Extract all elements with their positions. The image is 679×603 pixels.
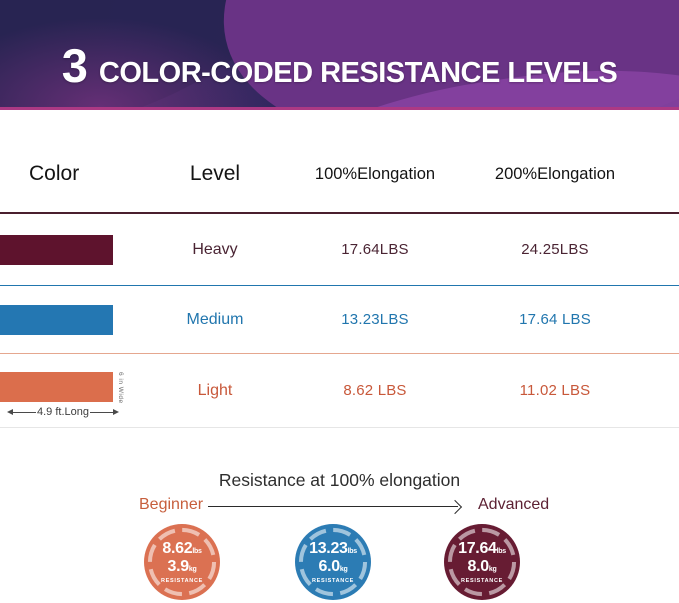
table-row-medium: Medium 13.23LBS 17.64 LBS [0, 286, 679, 353]
heavy-100-elongation-value: 17.64LBS [341, 241, 409, 258]
light-band-cell: 6 in Wide 4.9 ft.Long [0, 354, 150, 427]
medium-100-elongation-value: 13.23LBS [341, 311, 409, 328]
column-header-level: Level [189, 162, 241, 185]
page-title: 3 COLOR-CODED RESISTANCE LEVELS [0, 0, 679, 92]
badge-caption: RESISTANCE [311, 577, 355, 584]
medium-200-elongation-value: 17.64 LBS [519, 311, 591, 328]
table-header-row: Color Level 100%Elongation 200%Elongatio… [0, 156, 679, 192]
medium-band-swatch [0, 304, 113, 335]
arrowhead-icon [447, 499, 463, 514]
level-label-light: Light [197, 381, 233, 399]
title-number: 3 [61, 39, 88, 92]
beginner-label: Beginner [139, 496, 204, 513]
column-header-color: Color [29, 162, 80, 185]
badge-kg-value: 3.9kg [167, 558, 197, 575]
heavy-band-swatch [0, 234, 113, 265]
divider-heavy [0, 212, 679, 214]
badge-light-resistance: 8.62lbs 3.9kg RESISTANCE [144, 524, 220, 600]
title-text: COLOR-CODED RESISTANCE LEVELS [98, 57, 618, 89]
light-band-swatch [0, 372, 113, 402]
dashed-ring-icon [298, 527, 368, 597]
badge-caption: RESISTANCE [160, 577, 204, 584]
dimension-line [13, 411, 36, 413]
band-length-label: 4.9 ft.Long [37, 406, 89, 418]
dimension-line [90, 411, 113, 413]
table-row-heavy: Heavy 17.64LBS 24.25LBS [0, 214, 679, 285]
dashed-ring-icon [447, 527, 517, 597]
arrow-right-icon [113, 409, 119, 415]
table-row-light: 6 in Wide 4.9 ft.Long Light 8.62 LBS 11.… [0, 354, 679, 427]
light-200-elongation-value: 11.02 LBS [519, 382, 591, 399]
band-width-label: 6 in Wide [117, 372, 124, 404]
level-label-medium: Medium [186, 310, 244, 328]
resistance-table: Color Level 100%Elongation 200%Elongatio… [0, 156, 679, 428]
scale-arrow-line [208, 506, 458, 507]
scale-title: Resistance at 100% elongation [218, 470, 461, 490]
header-banner: 3 COLOR-CODED RESISTANCE LEVELS [0, 0, 679, 110]
badge-lbs-value: 8.62lbs [162, 540, 202, 558]
header-glow [0, 17, 270, 107]
resistance-scale-section: Resistance at 100% elongation Beginner A… [0, 428, 679, 602]
advanced-label: Advanced [478, 496, 550, 513]
level-label-heavy: Heavy [192, 240, 238, 258]
badge-kg-value: 6.0kg [318, 558, 348, 575]
badge-caption: RESISTANCE [460, 577, 504, 584]
divider-medium [0, 285, 679, 286]
band-length-dimension: 4.9 ft.Long [7, 406, 119, 418]
badge-medium-resistance: 13.23lbs 6.0kg RESISTANCE [295, 524, 371, 600]
badge-heavy-resistance: 17.64lbs 8.0kg RESISTANCE [444, 524, 520, 600]
divider-footer [0, 427, 679, 428]
dashed-ring-icon [147, 527, 217, 597]
column-header-100-elongation: 100%Elongation [314, 164, 436, 183]
badge-lbs-value: 13.23lbs [309, 540, 357, 558]
badge-lbs-value: 17.64lbs [458, 540, 506, 558]
arrow-left-icon [7, 409, 13, 415]
badge-kg-value: 8.0kg [467, 558, 497, 575]
heavy-200-elongation-value: 24.25LBS [521, 241, 589, 258]
column-header-200-elongation: 200%Elongation [494, 164, 616, 183]
light-100-elongation-value: 8.62 LBS [343, 382, 407, 399]
divider-light [0, 353, 679, 354]
